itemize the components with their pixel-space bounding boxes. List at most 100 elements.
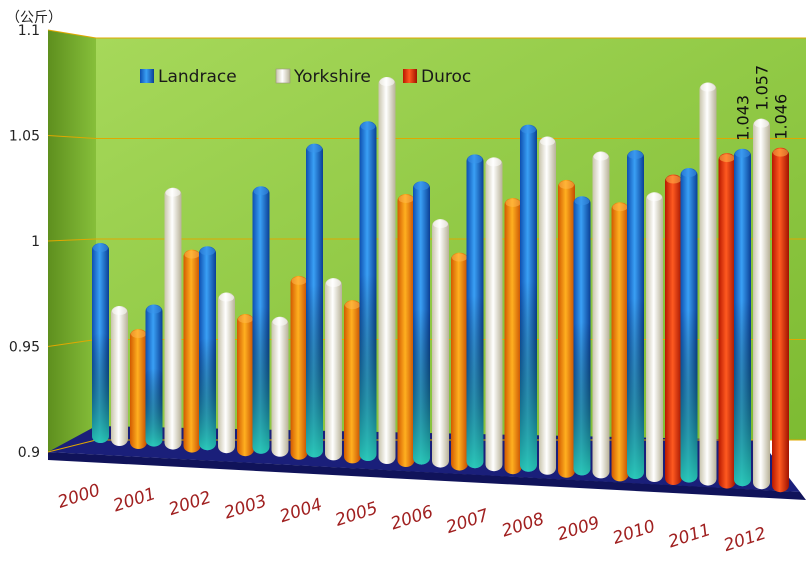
chart-side-wall	[48, 30, 96, 452]
bar-landrace-2000	[92, 243, 109, 443]
bar-body	[646, 192, 663, 482]
gridline-side	[47, 339, 97, 347]
bar-cap	[681, 169, 697, 178]
data-label-landrace: 1.043	[734, 95, 753, 141]
bar-glow	[252, 306, 270, 454]
bar-yorkshire-2004	[325, 278, 342, 461]
gridline-side	[47, 439, 97, 453]
y-tick-label: 1.05	[9, 129, 40, 145]
bar-yorkshire-2000	[111, 306, 128, 446]
bar-yorkshire-2003	[271, 316, 289, 457]
bar-duroc-2000	[130, 329, 147, 449]
chart-floor-front	[48, 452, 806, 500]
x-tick-label: 2003	[222, 491, 269, 523]
bar-duroc-2001	[183, 249, 201, 453]
bar-cap	[272, 317, 288, 326]
legend-swatch-landrace	[140, 69, 154, 83]
bar-body	[325, 278, 342, 461]
bar-body	[271, 316, 289, 457]
x-tick-label: 2007	[444, 506, 492, 538]
bar-glow	[466, 295, 484, 469]
bar-landrace-2004	[306, 143, 323, 458]
bar-cap	[307, 144, 322, 153]
bar-glow	[627, 298, 644, 479]
bar-cap	[754, 119, 769, 128]
bar-landrace-2009	[573, 196, 591, 476]
bar-landrace-2001	[145, 304, 163, 447]
bar-body	[699, 82, 717, 486]
bar-cap	[345, 301, 360, 310]
x-tick-label: 2011	[666, 520, 713, 552]
bar-cap	[486, 158, 502, 167]
bar-glow	[520, 280, 537, 472]
bar-cap	[735, 149, 750, 158]
x-tick-label: 2005	[333, 498, 380, 530]
legend-swatch-duroc	[403, 69, 417, 83]
bar-cap	[146, 305, 162, 314]
bar-duroc-2008	[558, 179, 575, 478]
bar-body	[558, 179, 575, 478]
bar-cap	[574, 197, 590, 206]
bar-glow	[199, 338, 216, 451]
bar-landrace-2007	[466, 154, 484, 469]
bar-duroc-2012	[772, 147, 789, 493]
bar-body	[504, 197, 522, 475]
bar-landrace-2008	[520, 124, 537, 472]
x-tick-label: 2009	[555, 513, 602, 545]
bar-body	[718, 153, 736, 489]
y-axis: 0.9 0.95 1 1.05 1.1	[9, 23, 40, 461]
x-tick-label: 2002	[166, 488, 213, 520]
bar-cap	[593, 152, 609, 161]
bar-yorkshire-2002	[218, 292, 235, 454]
legend-label-yorkshire: Yorkshire	[293, 67, 371, 87]
legend: Landrace Yorkshire Duroc	[140, 67, 471, 87]
bar-body	[772, 147, 789, 493]
bar-glow	[92, 333, 109, 443]
bar-body	[485, 157, 503, 472]
x-tick-label: 2000	[55, 480, 102, 512]
bar-cap	[253, 187, 269, 196]
unit-label: （公斤）	[6, 10, 62, 26]
bar-cap	[433, 220, 448, 229]
bar-landrace-2012	[734, 148, 751, 487]
bar-body	[397, 193, 415, 467]
y-tick-label: 0.9	[18, 445, 40, 461]
bar-cap	[414, 182, 429, 191]
bar-cap	[360, 122, 376, 131]
bar-yorkshire-2001	[164, 187, 182, 450]
bar-body	[432, 219, 449, 468]
bar-cap	[379, 78, 395, 86]
bar-yorkshire-2010	[646, 192, 663, 482]
bar-cap	[93, 244, 108, 252]
bar-body	[290, 275, 308, 460]
x-tick-label: 2004	[277, 495, 324, 527]
bar-yorkshire-2008	[539, 136, 556, 475]
bar-body	[611, 202, 629, 482]
bar-landrace-2002	[199, 246, 216, 451]
bar-glow	[573, 321, 591, 476]
data-label-duroc: 1.046	[772, 94, 791, 140]
bar-landrace-2006	[413, 181, 430, 465]
bar-yorkshire-2009	[592, 151, 610, 479]
bar-body	[344, 300, 361, 464]
bar-landrace-2003	[252, 186, 270, 454]
bar-cap	[700, 83, 716, 92]
bar-yorkshire-2011	[699, 82, 717, 486]
x-tick-label: 2008	[499, 509, 547, 541]
bar-yorkshire-2007	[485, 157, 503, 472]
bar-cap	[666, 175, 681, 184]
bar-cap	[184, 250, 200, 259]
bar-body	[451, 252, 468, 471]
bar-glow	[145, 368, 163, 447]
gridline-side	[47, 29, 97, 39]
bar-body	[665, 174, 682, 485]
bar-cap	[719, 154, 735, 163]
legend-label-duroc: Duroc	[421, 67, 471, 87]
bar-body	[539, 136, 556, 475]
bar-cap	[398, 194, 414, 203]
bar-duroc-2003	[290, 275, 308, 460]
y-tick-label: 1.1	[18, 23, 40, 39]
legend-swatch-yorkshire	[275, 68, 291, 84]
